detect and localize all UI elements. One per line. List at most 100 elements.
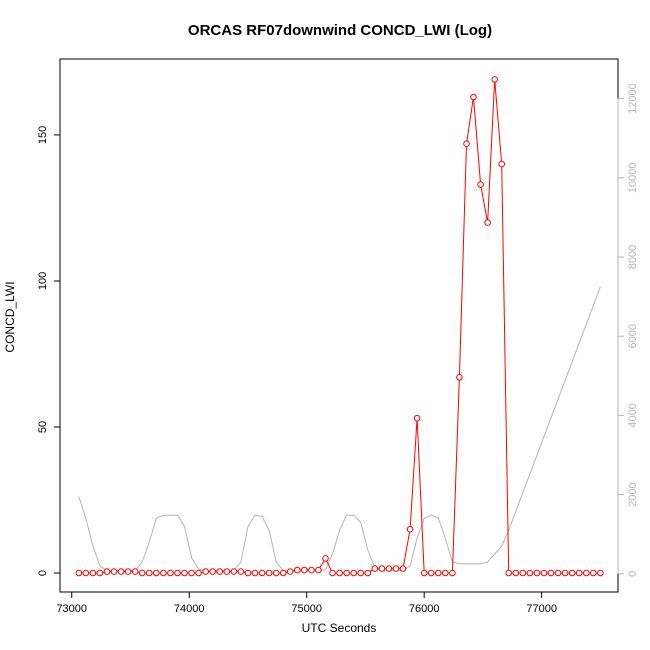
data-point xyxy=(413,414,421,422)
data-point xyxy=(463,140,470,147)
x-tick-label: 73000 xyxy=(56,603,87,615)
data-point xyxy=(547,569,555,577)
x-axis-label: UTC Seconds xyxy=(302,621,377,635)
chart-title: ORCAS RF07downwind CONCD_LWI (Log) xyxy=(188,22,492,39)
data-point xyxy=(167,569,174,577)
data-point xyxy=(237,568,245,575)
data-point xyxy=(364,569,372,577)
data-point xyxy=(181,569,188,577)
data-point xyxy=(512,569,520,577)
data-point xyxy=(251,569,259,577)
data-point xyxy=(399,565,407,572)
data-point xyxy=(103,568,111,575)
data-point xyxy=(286,568,294,575)
data-point xyxy=(131,568,139,575)
y-axis: 0 50 100 150 xyxy=(37,126,61,576)
data-point xyxy=(590,569,597,577)
data-point xyxy=(583,569,590,577)
data-point xyxy=(188,569,195,577)
data-point xyxy=(279,569,287,577)
data-point xyxy=(343,569,350,577)
data-point xyxy=(89,569,97,577)
data-point xyxy=(265,569,273,577)
data-point xyxy=(456,374,463,381)
data-point xyxy=(385,565,393,572)
data-point xyxy=(442,569,449,577)
data-point xyxy=(519,569,527,577)
data-point xyxy=(223,568,231,575)
y-tick-label: 150 xyxy=(37,126,49,144)
data-point xyxy=(301,566,308,574)
data-point xyxy=(75,569,83,577)
data-point xyxy=(561,569,569,577)
data-point xyxy=(294,566,301,574)
data-point xyxy=(153,569,160,577)
data-point xyxy=(174,569,181,577)
y2-tick-label: 0 xyxy=(627,571,639,577)
data-point xyxy=(568,569,576,577)
data-point xyxy=(146,569,153,577)
data-point xyxy=(378,565,386,572)
y2-tick-label: 2000 xyxy=(627,482,639,506)
data-point xyxy=(505,569,513,577)
data-point xyxy=(209,568,216,575)
data-point xyxy=(82,569,90,577)
x-tick-label: 76000 xyxy=(409,603,440,615)
x-tick-label: 74000 xyxy=(174,603,205,615)
y-tick-label: 0 xyxy=(37,570,49,576)
data-point xyxy=(350,569,358,577)
data-point xyxy=(484,219,491,226)
data-point xyxy=(357,569,365,577)
data-point xyxy=(406,525,414,533)
x-tick-label: 77000 xyxy=(526,603,557,615)
data-point xyxy=(315,566,322,574)
data-point xyxy=(540,569,548,577)
data-point xyxy=(420,569,428,577)
data-point xyxy=(371,565,379,572)
data-point xyxy=(392,565,400,572)
data-point xyxy=(533,569,541,577)
y-axis-label: CONCD_LWI xyxy=(3,281,17,352)
data-point xyxy=(491,76,499,83)
data-point xyxy=(308,566,315,574)
x-axis: 73000 74000 75000 76000 77000 xyxy=(56,591,557,615)
data-point xyxy=(575,569,583,577)
data-point xyxy=(244,569,252,577)
series-primary xyxy=(75,76,604,577)
y-tick-label: 100 xyxy=(37,272,49,290)
data-point xyxy=(96,569,104,577)
data-point xyxy=(160,569,167,577)
y2-axis: 0 2000 4000 6000 8000 10000 12000 xyxy=(617,83,639,577)
data-point xyxy=(230,568,238,575)
data-point xyxy=(110,568,118,575)
data-point xyxy=(202,568,209,575)
data-point xyxy=(498,160,506,168)
data-point xyxy=(470,93,477,101)
data-point xyxy=(329,569,336,577)
y2-tick-label: 12000 xyxy=(627,83,639,114)
data-point xyxy=(427,569,435,577)
data-point xyxy=(258,569,266,577)
data-point xyxy=(216,568,224,575)
y2-tick-label: 10000 xyxy=(627,162,639,193)
data-point xyxy=(195,569,202,577)
x-tick-label: 75000 xyxy=(291,603,322,615)
y2-tick-label: 4000 xyxy=(627,403,639,427)
data-point xyxy=(124,568,132,575)
data-point xyxy=(477,181,484,188)
data-point xyxy=(117,568,125,575)
data-point xyxy=(272,569,280,577)
data-point xyxy=(138,569,146,577)
data-point xyxy=(526,569,534,577)
data-point xyxy=(336,569,343,577)
data-point xyxy=(449,569,456,577)
y2-tick-label: 8000 xyxy=(627,245,639,269)
data-point xyxy=(435,569,442,577)
data-point xyxy=(597,569,604,577)
data-point xyxy=(554,569,562,577)
y2-tick-label: 6000 xyxy=(627,324,639,348)
y-tick-label: 50 xyxy=(37,421,49,433)
data-point xyxy=(322,555,329,562)
